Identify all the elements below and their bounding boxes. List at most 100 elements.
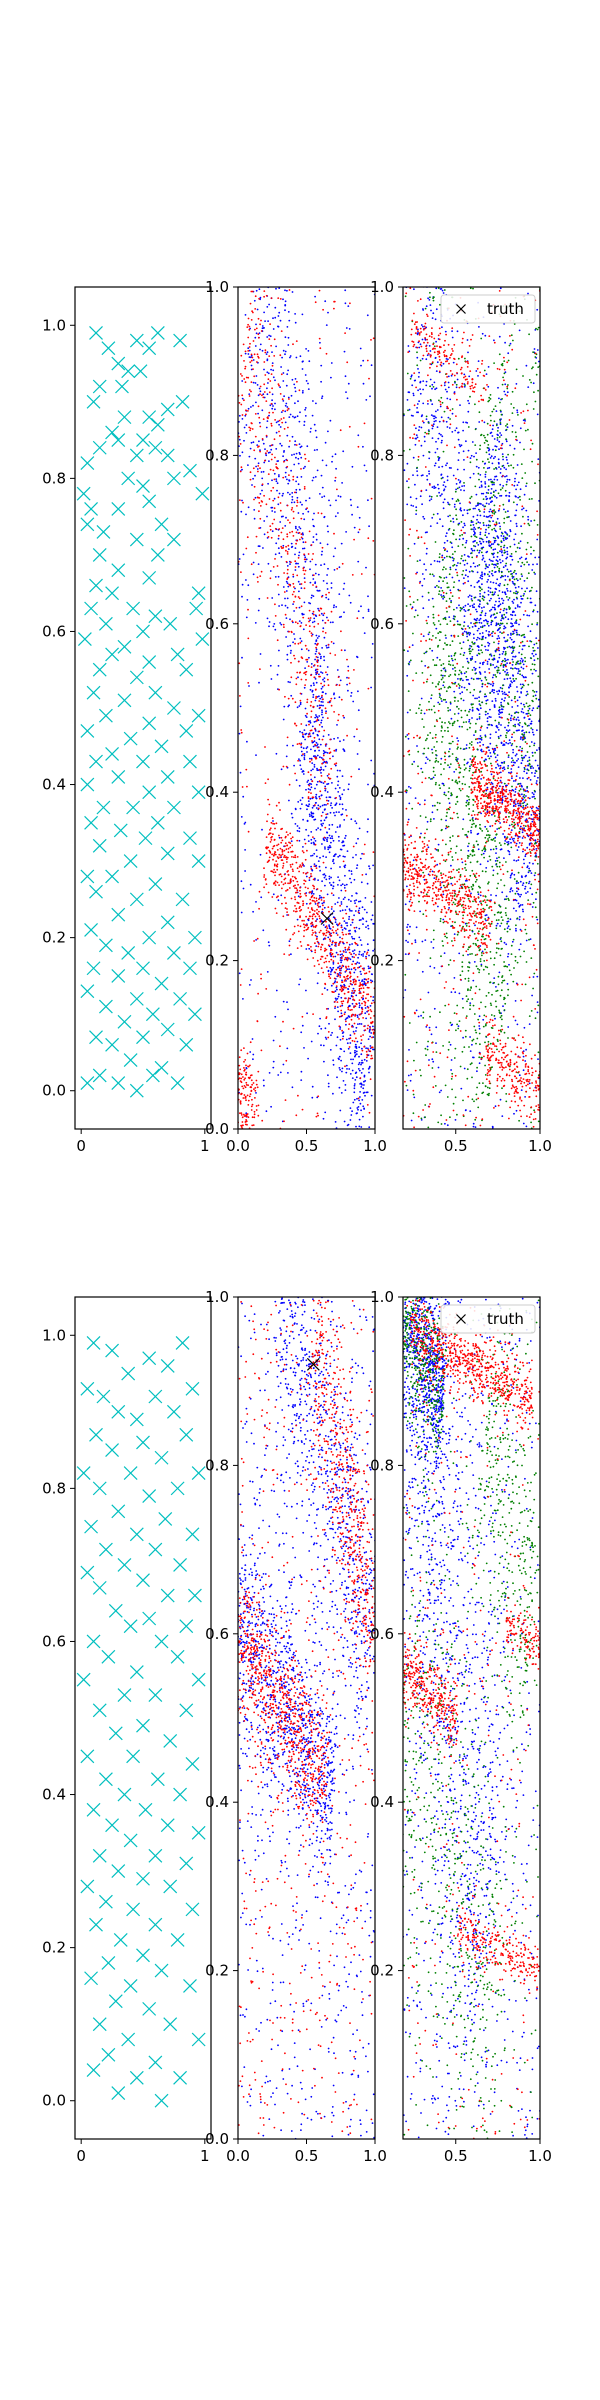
data-point [349,1042,352,1044]
data-point [323,636,326,639]
data-point [525,676,527,679]
data-point [191,708,206,723]
data-point [247,1099,250,1102]
data-point [310,786,313,789]
data-point [462,526,464,529]
data-point [302,900,304,903]
data-point [410,374,413,377]
data-point [479,673,482,675]
data-point [299,910,301,912]
data-point [535,653,537,656]
data-point [249,1064,251,1067]
data-point [323,876,326,879]
data-point [321,824,323,827]
data-point [443,481,446,483]
data-point [338,1086,341,1089]
data-point [325,934,327,937]
data-point [257,405,260,408]
data-point [509,342,512,345]
data-point [370,1057,372,1060]
data-point [244,1068,246,1071]
data-point [244,1095,247,1098]
data-point [495,725,498,728]
data-point [518,547,521,550]
data-point [322,822,324,825]
data-point [501,653,504,655]
data-point [297,565,300,568]
data-point [269,172,271,174]
data-point [509,563,512,566]
data-point [523,644,526,647]
data-point [314,804,316,806]
data-point [310,892,313,895]
data-point [322,630,324,633]
data-point [509,677,512,680]
data-point [286,889,289,891]
data-point [302,904,304,907]
data-point [248,349,251,352]
data-point [305,872,307,875]
data-point [300,517,303,520]
data-point [425,384,428,387]
data-point [348,943,351,946]
data-point [359,965,362,967]
data-point [344,1065,346,1068]
data-point [522,1069,525,1072]
data-point [492,581,495,584]
data-point [490,683,492,686]
data-point [492,424,494,427]
data-point [481,558,484,561]
data-point [324,983,327,986]
data-point [317,642,319,645]
data-point [320,364,323,367]
data-point [326,927,329,929]
data-point [245,768,248,771]
data-point [316,743,319,746]
data-point [348,594,351,597]
data-point [525,364,528,367]
data-point [309,721,312,724]
data-point [325,925,328,928]
data-point [286,478,288,481]
data-point [335,951,338,954]
data-point [372,540,375,542]
data-point [524,855,527,858]
data-point [89,754,103,769]
data-point [496,535,499,538]
data-point [84,502,98,516]
data-point [296,622,299,625]
data-point [345,531,347,533]
data-point [369,966,372,969]
data-point [522,703,525,706]
data-point [348,1149,350,1151]
data-point [298,870,300,873]
data-point [304,842,307,845]
data-point [550,783,552,785]
data-point [515,590,518,593]
data-point [523,732,526,734]
data-point [362,382,365,385]
data-point [154,739,169,754]
data-point [294,596,297,598]
data-point [349,976,351,979]
data-point [413,542,416,545]
data-point [287,283,289,285]
data-point [252,359,255,361]
data-point [344,332,346,334]
data-point [273,854,275,857]
data-point [366,1104,369,1106]
data-point [506,553,509,556]
data-point [470,831,472,834]
data-point [258,502,261,504]
data-point [117,693,132,708]
data-point [351,1077,354,1079]
data-point [446,462,448,465]
data-point [305,747,308,750]
data-point [277,315,280,317]
data-point [346,924,349,927]
data-point [298,865,301,868]
data-point [247,1084,250,1087]
data-point [351,992,353,994]
data-point [344,896,346,899]
data-point [173,333,188,348]
